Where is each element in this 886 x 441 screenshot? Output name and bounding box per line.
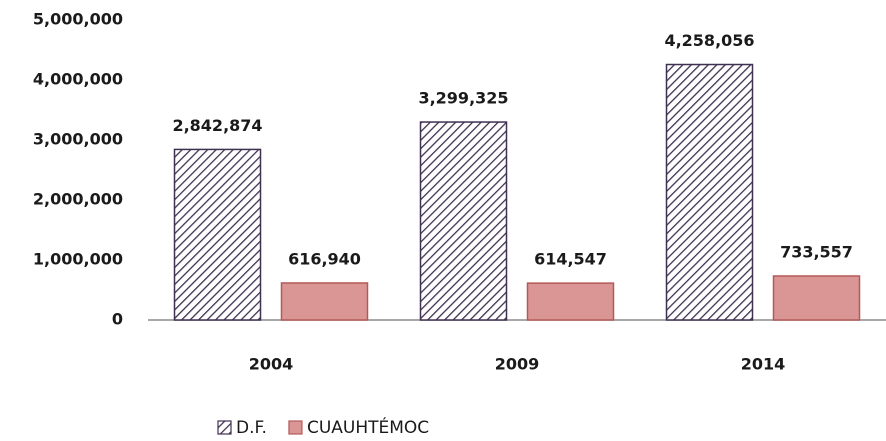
x-tick-label: 2004	[249, 355, 294, 374]
y-tick-label: 5,000,000	[33, 10, 123, 29]
data-label: 3,299,325	[418, 89, 508, 108]
y-tick-label: 4,000,000	[33, 70, 123, 89]
y-tick-label: 0	[112, 310, 123, 329]
legend-swatch	[288, 420, 303, 435]
x-tick-label: 2009	[495, 355, 540, 374]
y-tick-label: 2,000,000	[33, 190, 123, 209]
legend-label: CUAUHTÉMOC	[307, 416, 429, 438]
y-tick-label: 1,000,000	[33, 250, 123, 269]
y-tick-label: 3,000,000	[33, 130, 123, 149]
legend-swatch	[217, 420, 232, 435]
x-tick-label: 2014	[741, 355, 786, 374]
bar	[772, 275, 861, 321]
data-label: 2,842,874	[172, 116, 262, 135]
bar	[526, 282, 615, 321]
data-label: 614,547	[534, 250, 607, 269]
data-label: 616,940	[288, 249, 361, 268]
bar	[419, 121, 508, 321]
bar	[665, 63, 754, 321]
bar	[280, 282, 369, 321]
data-label: 4,258,056	[664, 31, 754, 50]
bar	[173, 148, 262, 321]
legend-label: D.F.	[236, 418, 267, 438]
data-label: 733,557	[780, 242, 853, 261]
